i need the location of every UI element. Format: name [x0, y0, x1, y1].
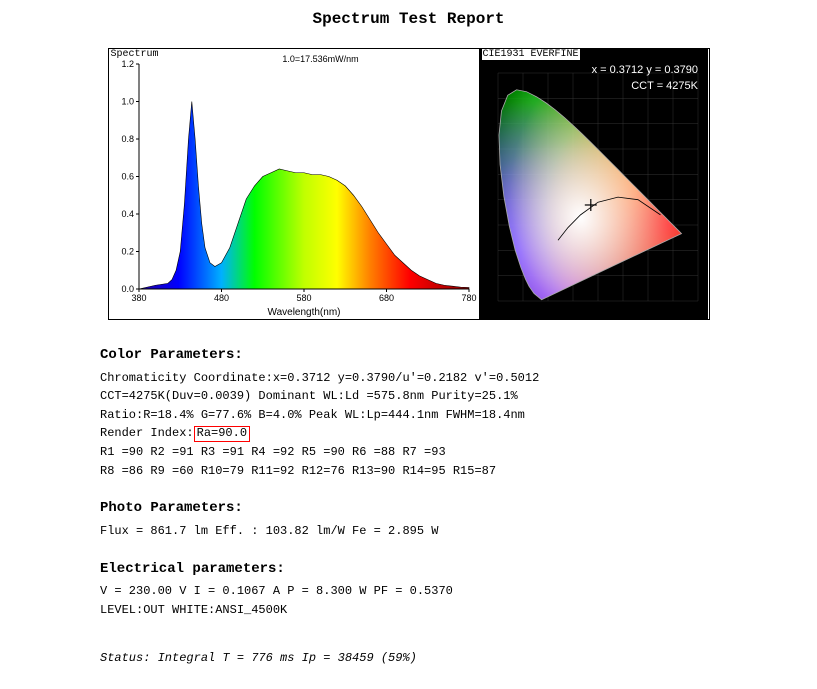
photo-params-line1: Flux = 861.7 lm Eff. : 103.82 lm/W Fe = … — [100, 522, 717, 541]
color-params-r-row2: R8 =86 R9 =60 R10=79 R11=92 R12=76 R13=9… — [100, 462, 717, 481]
svg-text:0.6: 0.6 — [121, 172, 134, 182]
svg-text:380: 380 — [131, 293, 146, 303]
color-params-ri: Render Index:Ra=90.0 — [100, 424, 717, 443]
elec-params-line1: V = 230.00 V I = 0.1067 A P = 8.300 W PF… — [100, 582, 717, 601]
color-params-line2: CCT=4275K(Duv=0.0039) Dominant WL:Ld =57… — [100, 387, 717, 406]
cie-label: CIE1931 EVERFINE — [482, 49, 580, 60]
spectrum-svg: 0.00.20.40.60.81.01.2380480580680780Wave… — [109, 49, 479, 319]
svg-text:780: 780 — [461, 293, 476, 303]
svg-text:480: 480 — [213, 293, 228, 303]
cie-chart: x = 0.3712 y = 0.3790 CCT = 4275K CIE1931… — [480, 49, 708, 319]
spectrum-label: Spectrum — [111, 49, 159, 60]
spectrum-chart: Spectrum 0.00.20.40.60.81.01.23804805806… — [109, 49, 480, 319]
color-params-line3: Ratio:R=18.4% G=77.6% B=4.0% Peak WL:Lp=… — [100, 406, 717, 425]
elec-params-line2: LEVEL:OUT WHITE:ANSI_4500K — [100, 601, 717, 620]
svg-text:0.8: 0.8 — [121, 134, 134, 144]
ra-highlight: Ra=90.0 — [194, 426, 250, 441]
ri-prefix: Render Index: — [100, 426, 194, 440]
svg-text:CCT = 4275K: CCT = 4275K — [631, 80, 698, 92]
color-params-r-row1: R1 =90 R2 =91 R3 =91 R4 =92 R5 =90 R6 =8… — [100, 443, 717, 462]
photo-params-heading: Photo Parameters: — [100, 498, 717, 520]
report-title: Spectrum Test Report — [0, 10, 817, 28]
chart-panel: Spectrum 0.00.20.40.60.81.01.23804805806… — [108, 48, 710, 320]
color-params-line1: Chromaticity Coordinate:x=0.3712 y=0.379… — [100, 369, 717, 388]
svg-text:1.2: 1.2 — [121, 59, 134, 69]
svg-text:580: 580 — [296, 293, 311, 303]
parameters-block: Color Parameters: Chromaticity Coordinat… — [100, 345, 717, 668]
status-line: Status: Integral T = 776 ms Ip = 38459 (… — [100, 649, 717, 668]
color-params-heading: Color Parameters: — [100, 345, 717, 367]
svg-text:Wavelength(nm): Wavelength(nm) — [267, 307, 340, 318]
elec-params-heading: Electrical parameters: — [100, 559, 717, 581]
svg-text:680: 680 — [378, 293, 393, 303]
svg-text:x = 0.3712 y = 0.3790: x = 0.3712 y = 0.3790 — [591, 64, 697, 76]
cie-svg: x = 0.3712 y = 0.3790 CCT = 4275K — [480, 49, 708, 319]
svg-text:0.4: 0.4 — [121, 209, 134, 219]
svg-text:1.0=17.536mW/nm: 1.0=17.536mW/nm — [282, 54, 358, 64]
svg-text:1.0: 1.0 — [121, 97, 134, 107]
svg-text:0.2: 0.2 — [121, 247, 134, 257]
